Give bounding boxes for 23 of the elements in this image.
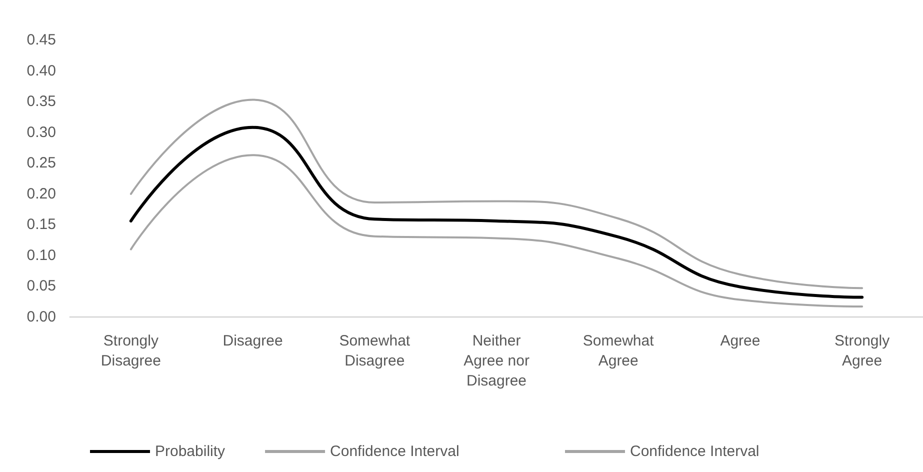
x-tick-label: Disagree (222, 332, 283, 350)
legend-label: Confidence Interval (330, 443, 460, 460)
y-tick-label: 0.10 (26, 246, 56, 264)
x-tick-label: Strongly Disagree (100, 332, 161, 370)
x-tick-label: Agree (720, 332, 760, 350)
y-tick-label: 0.15 (26, 216, 56, 234)
x-tick-label: Somewhat Disagree (339, 332, 411, 370)
y-tick-label: 0.35 (26, 93, 56, 110)
y-tick-label: 0.45 (26, 32, 56, 48)
line-series (130, 154, 864, 308)
legend-label: Confidence Interval (630, 443, 760, 460)
legend-label: Probability (155, 443, 226, 460)
y-tick-label: 0.05 (26, 278, 56, 295)
y-tick-label: 0.40 (26, 62, 56, 80)
x-tick-label: Neither Agree nor Disagree (464, 332, 530, 390)
y-tick-label: 0.00 (26, 308, 56, 326)
line-series (130, 98, 864, 290)
y-tick-label: 0.20 (26, 185, 56, 202)
line-series (129, 126, 864, 299)
y-tick-label: 0.30 (26, 124, 56, 141)
y-tick-label: 0.25 (26, 154, 56, 172)
x-tick-label: Somewhat Agree (582, 332, 655, 370)
x-tick-label: Strongly Agree (834, 332, 890, 370)
